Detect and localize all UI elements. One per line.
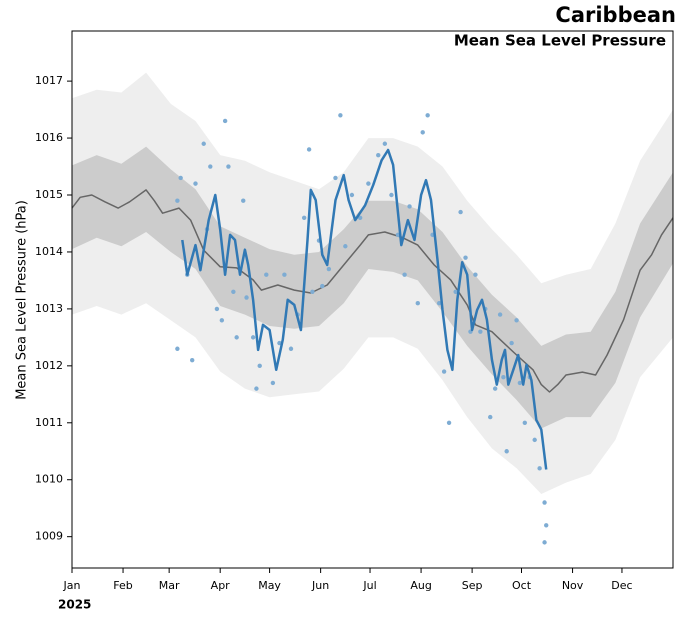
point bbox=[244, 295, 249, 300]
point bbox=[376, 152, 381, 158]
point bbox=[425, 113, 430, 118]
x-tick-label: Jul bbox=[362, 579, 376, 592]
point bbox=[458, 209, 463, 215]
x-tick-label: Sep bbox=[462, 579, 483, 592]
point bbox=[366, 181, 371, 186]
point bbox=[514, 318, 519, 323]
y-tick-label: 1017 bbox=[35, 74, 63, 87]
band bbox=[72, 72, 673, 494]
point bbox=[208, 164, 213, 169]
point bbox=[214, 306, 220, 312]
point bbox=[338, 113, 343, 118]
x-tick-label: Mar bbox=[159, 579, 180, 592]
point bbox=[349, 192, 355, 198]
x-tick-label: Jun bbox=[311, 579, 329, 592]
point bbox=[463, 255, 468, 260]
point bbox=[310, 289, 315, 295]
point bbox=[542, 540, 547, 545]
point bbox=[492, 386, 498, 391]
y-tick-label: 1016 bbox=[35, 131, 63, 144]
x-tick-label: Apr bbox=[211, 579, 231, 592]
point bbox=[517, 380, 523, 386]
point bbox=[415, 301, 420, 306]
point bbox=[537, 466, 542, 471]
point bbox=[542, 500, 547, 505]
point bbox=[544, 523, 549, 528]
y-tick-label: 1011 bbox=[35, 416, 63, 429]
point bbox=[504, 449, 509, 454]
point bbox=[219, 318, 225, 323]
point bbox=[222, 118, 228, 124]
point bbox=[250, 335, 256, 340]
point bbox=[436, 301, 442, 306]
point bbox=[478, 329, 483, 334]
point bbox=[226, 164, 231, 169]
point bbox=[357, 215, 363, 220]
point bbox=[257, 363, 262, 369]
point bbox=[532, 437, 537, 443]
line bbox=[71, 189, 674, 393]
point bbox=[343, 244, 348, 249]
point bbox=[420, 130, 425, 135]
point bbox=[201, 141, 206, 146]
x-tick-label: Oct bbox=[512, 579, 532, 592]
point bbox=[446, 420, 452, 425]
point bbox=[178, 175, 183, 181]
x-tick-label: Aug bbox=[410, 579, 431, 592]
y-axis-label: Mean Sea Level Pressure (hPa) bbox=[15, 200, 30, 400]
point bbox=[473, 272, 478, 277]
x-tick-label: Nov bbox=[562, 579, 584, 592]
chart-subtitle: Mean Sea Level Pressure bbox=[454, 32, 666, 50]
point bbox=[175, 346, 180, 351]
point bbox=[190, 357, 195, 363]
y-tick-label: 1014 bbox=[35, 245, 63, 258]
point bbox=[301, 215, 307, 220]
y-tick-label: 1012 bbox=[35, 359, 63, 372]
point bbox=[488, 414, 493, 420]
point bbox=[453, 289, 458, 295]
x-tick-label: Feb bbox=[113, 579, 132, 592]
chart-title: Caribbean bbox=[555, 3, 676, 27]
y-tick-label: 1009 bbox=[35, 530, 63, 543]
point bbox=[241, 198, 246, 203]
point bbox=[175, 198, 180, 203]
point bbox=[382, 141, 388, 146]
y-tick-label: 1015 bbox=[35, 188, 63, 201]
y-tick-label: 1013 bbox=[35, 302, 63, 315]
point bbox=[254, 386, 259, 391]
x-tick-label: May bbox=[258, 579, 281, 592]
plot-frame bbox=[71, 30, 674, 569]
point bbox=[282, 272, 287, 277]
point bbox=[231, 289, 236, 295]
point bbox=[264, 272, 269, 277]
x-tick-label: Jan bbox=[63, 579, 81, 592]
y-tick-label: 1010 bbox=[35, 473, 63, 486]
point bbox=[270, 380, 276, 386]
point bbox=[501, 375, 506, 380]
point bbox=[522, 420, 528, 425]
point bbox=[497, 312, 503, 317]
point bbox=[509, 340, 514, 346]
band bbox=[72, 146, 673, 429]
point bbox=[320, 283, 325, 289]
point bbox=[407, 204, 412, 209]
point bbox=[333, 175, 338, 181]
x-tick-label: Dec bbox=[611, 579, 632, 592]
line bbox=[181, 148, 548, 470]
point bbox=[193, 181, 198, 186]
point bbox=[288, 346, 294, 351]
point bbox=[306, 147, 312, 152]
point bbox=[441, 369, 447, 374]
point bbox=[326, 266, 332, 272]
point bbox=[389, 192, 394, 198]
year-label: 2025 bbox=[58, 598, 91, 612]
point bbox=[402, 272, 407, 277]
point bbox=[234, 335, 239, 340]
